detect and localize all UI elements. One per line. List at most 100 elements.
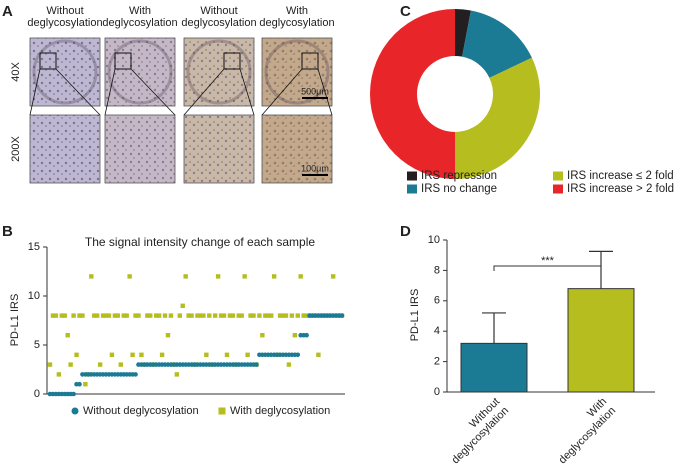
- point: [148, 313, 153, 318]
- zoom-box: [39, 52, 57, 70]
- column-label: With: [286, 5, 308, 17]
- zoom-line: [261, 68, 303, 116]
- point: [177, 313, 182, 318]
- donut-slice: [455, 57, 541, 179]
- point: [118, 362, 123, 367]
- point: [242, 274, 247, 279]
- tissue-core: [32, 39, 98, 105]
- point: [221, 313, 227, 318]
- point: [304, 313, 309, 318]
- legend-swatch: [71, 407, 79, 415]
- point: [153, 313, 159, 318]
- panel-label: C: [400, 3, 411, 20]
- point: [292, 333, 298, 338]
- point: [260, 333, 265, 338]
- y-tick-label: 10: [428, 234, 440, 246]
- point: [68, 362, 73, 367]
- point: [283, 313, 289, 318]
- micrograph: [104, 114, 176, 184]
- y-axis-label: PD-L1 IRS: [409, 289, 421, 342]
- point: [83, 382, 88, 387]
- y-tick-label: 8: [434, 264, 440, 276]
- column-label: deglycosylation: [181, 17, 256, 29]
- point: [298, 274, 303, 279]
- point: [103, 313, 109, 318]
- point: [80, 313, 85, 318]
- zoom-line: [130, 68, 176, 116]
- zoom-box: [114, 52, 132, 70]
- column-label: Without: [46, 5, 83, 17]
- point: [224, 352, 230, 357]
- point: [89, 274, 94, 279]
- point: [109, 352, 115, 357]
- point: [212, 313, 218, 318]
- row-label: 40X: [10, 62, 22, 82]
- point: [201, 313, 206, 318]
- point: [53, 313, 59, 318]
- point: [286, 362, 292, 367]
- point: [130, 352, 135, 357]
- micrograph: [183, 37, 255, 107]
- row-label: 200X: [10, 135, 22, 161]
- y-axis-label: PD-L1 IRS: [9, 294, 21, 347]
- point: [74, 352, 79, 357]
- point: [65, 333, 70, 338]
- point: [207, 313, 212, 318]
- point: [156, 313, 162, 318]
- zoom-box: [301, 52, 319, 70]
- point: [186, 313, 191, 318]
- zoom-line: [55, 68, 101, 116]
- point: [94, 313, 100, 318]
- y-tick-label: 2: [434, 356, 440, 368]
- point: [180, 303, 185, 308]
- point: [316, 352, 321, 357]
- point: [269, 313, 274, 318]
- micrograph: [29, 114, 101, 184]
- legend-swatch: [407, 184, 417, 194]
- legend-swatch: [553, 184, 563, 194]
- point: [139, 352, 144, 357]
- point: [301, 313, 306, 318]
- micrograph: [104, 37, 176, 107]
- point: [339, 313, 345, 318]
- tissue-core: [107, 39, 173, 105]
- point: [106, 313, 112, 318]
- point: [127, 274, 132, 279]
- point: [168, 313, 174, 318]
- zoom-line: [29, 68, 41, 116]
- column-label: deglycosylation: [27, 17, 102, 29]
- significance-label: ***: [541, 255, 555, 267]
- point: [174, 372, 180, 377]
- point: [47, 362, 53, 367]
- point: [71, 391, 76, 397]
- point: [121, 313, 126, 318]
- legend-label: IRS increase ≤ 2 fold: [567, 170, 674, 182]
- point: [92, 313, 97, 318]
- donut-slice: [370, 9, 455, 179]
- y-tick-label: 6: [434, 295, 440, 307]
- zoom-line: [183, 68, 225, 116]
- point: [159, 352, 165, 357]
- point: [56, 372, 62, 377]
- donut-slice: [462, 10, 532, 78]
- legend-swatch: [553, 171, 563, 181]
- column-label: With: [129, 5, 151, 17]
- point: [165, 333, 171, 338]
- micrograph: [29, 37, 101, 107]
- point: [227, 313, 233, 318]
- point: [289, 313, 295, 318]
- column-label: deglycosylation: [259, 17, 334, 29]
- zoom-line: [104, 68, 116, 116]
- legend-label: With deglycosylation: [230, 405, 330, 417]
- y-tick-label: 10: [28, 290, 40, 302]
- point: [251, 313, 256, 318]
- point: [254, 362, 259, 367]
- point: [215, 274, 221, 279]
- legend-swatch: [407, 171, 417, 181]
- point: [198, 313, 203, 318]
- point: [230, 313, 236, 318]
- legend-swatch: [218, 407, 226, 415]
- point: [133, 372, 138, 377]
- point: [100, 313, 106, 318]
- significance-bracket: [493, 265, 602, 271]
